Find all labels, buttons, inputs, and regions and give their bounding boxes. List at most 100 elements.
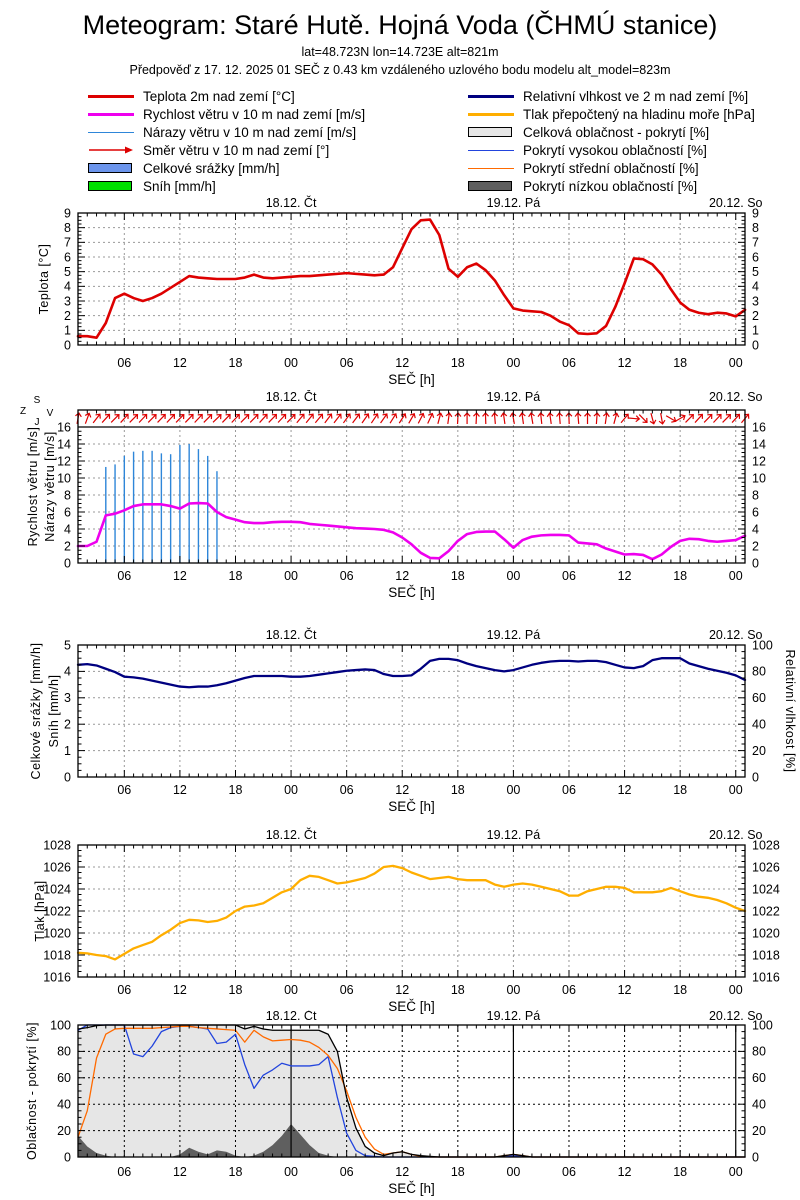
- svg-text:0: 0: [64, 338, 71, 352]
- precip-humidity-panel: 0 0 1 20 2 40 3 60 4 80 5 100 06 12 18 00 06 12 18 00 06 12 18…: [0, 602, 800, 819]
- svg-text:12: 12: [395, 783, 409, 797]
- svg-text:00: 00: [506, 1165, 520, 1179]
- svg-text:00: 00: [284, 569, 298, 583]
- svg-text:S: S: [34, 395, 41, 406]
- svg-text:06: 06: [562, 356, 576, 370]
- svg-text:00: 00: [729, 783, 743, 797]
- svg-text:19.12. Pá: 19.12. Pá: [487, 390, 541, 404]
- legend-item: Relativní vlhkost ve 2 m nad zemí [%]: [468, 87, 755, 105]
- svg-text:3: 3: [64, 691, 71, 705]
- svg-text:1: 1: [752, 324, 759, 338]
- svg-text:19.12. Pá: 19.12. Pá: [487, 628, 541, 642]
- svg-text:8: 8: [752, 488, 759, 502]
- legend-item: Pokrytí nízkou oblačností [%]: [468, 177, 755, 195]
- svg-text:Sníh [mm/h]: Sníh [mm/h]: [47, 675, 61, 748]
- svg-text:6: 6: [752, 250, 759, 264]
- svg-text:06: 06: [117, 783, 131, 797]
- svg-text:5: 5: [64, 265, 71, 279]
- svg-text:00: 00: [729, 983, 743, 997]
- svg-text:19.12. Pá: 19.12. Pá: [487, 196, 541, 210]
- svg-text:20.12. So: 20.12. So: [709, 828, 763, 842]
- svg-text:1020: 1020: [752, 926, 780, 940]
- legend-swatch: [88, 163, 134, 173]
- svg-text:18: 18: [673, 983, 687, 997]
- svg-text:20.12. So: 20.12. So: [709, 196, 763, 210]
- svg-text:20.12. So: 20.12. So: [709, 390, 763, 404]
- svg-text:2: 2: [64, 309, 71, 323]
- svg-text:1022: 1022: [752, 904, 780, 918]
- legend-swatch: [88, 94, 134, 98]
- svg-text:12: 12: [618, 356, 632, 370]
- svg-text:4: 4: [752, 280, 759, 294]
- svg-text:Oblačnost - pokrytí [%]: Oblačnost - pokrytí [%]: [25, 1022, 39, 1160]
- svg-text:12: 12: [618, 983, 632, 997]
- svg-text:20.12. So: 20.12. So: [709, 1010, 763, 1023]
- svg-text:100: 100: [752, 1018, 773, 1032]
- svg-text:1024: 1024: [752, 882, 780, 896]
- svg-text:14: 14: [57, 437, 71, 451]
- svg-text:0: 0: [64, 556, 71, 570]
- svg-text:12: 12: [395, 356, 409, 370]
- legend-swatch: [468, 94, 514, 98]
- svg-text:V: V: [47, 408, 54, 419]
- svg-text:40: 40: [752, 718, 766, 732]
- svg-text:00: 00: [284, 983, 298, 997]
- svg-text:18: 18: [673, 1165, 687, 1179]
- svg-text:1028: 1028: [752, 838, 780, 852]
- svg-text:1: 1: [64, 324, 71, 338]
- legend-swatch: [468, 181, 514, 191]
- svg-text:8: 8: [64, 488, 71, 502]
- svg-text:10: 10: [752, 471, 766, 485]
- svg-text:12: 12: [173, 356, 187, 370]
- svg-text:18.12. Čt: 18.12. Čt: [266, 1010, 317, 1023]
- svg-text:18.12. Čt: 18.12. Čt: [266, 627, 317, 642]
- svg-text:00: 00: [729, 569, 743, 583]
- svg-text:SEČ [h]: SEČ [h]: [388, 999, 435, 1014]
- svg-text:14: 14: [752, 437, 766, 451]
- svg-text:20: 20: [752, 744, 766, 758]
- svg-text:18.12. Čt: 18.12. Čt: [266, 390, 317, 404]
- svg-text:Celkové srážky [mm/h]: Celkové srážky [mm/h]: [29, 643, 43, 780]
- svg-text:00: 00: [506, 569, 520, 583]
- svg-text:00: 00: [506, 783, 520, 797]
- legend-item: Tlak přepočtený na hladinu moře [hPa]: [468, 105, 755, 123]
- svg-text:0: 0: [752, 1150, 759, 1164]
- svg-text:12: 12: [395, 983, 409, 997]
- svg-text:18: 18: [451, 783, 465, 797]
- svg-text:Nárazy větru [m/s]: Nárazy větru [m/s]: [43, 431, 57, 541]
- svg-text:06: 06: [340, 983, 354, 997]
- svg-text:40: 40: [57, 1098, 71, 1112]
- svg-text:18: 18: [451, 356, 465, 370]
- svg-text:12: 12: [173, 1165, 187, 1179]
- svg-text:4: 4: [64, 280, 71, 294]
- legend-swatch: [468, 127, 514, 137]
- svg-text:06: 06: [117, 356, 131, 370]
- svg-text:12: 12: [618, 1165, 632, 1179]
- svg-text:SEČ [h]: SEČ [h]: [388, 585, 435, 600]
- svg-text:00: 00: [284, 783, 298, 797]
- svg-text:1016: 1016: [752, 970, 780, 984]
- svg-text:0: 0: [752, 338, 759, 352]
- svg-text:7: 7: [752, 236, 759, 250]
- legend-swatch: [468, 112, 514, 116]
- legend-item-label: Pokrytí nízkou oblačností [%]: [523, 178, 698, 194]
- legend-swatch: [88, 181, 134, 191]
- svg-text:06: 06: [340, 356, 354, 370]
- legend-item-label: Teplota 2m nad zemí [°C]: [143, 88, 295, 104]
- svg-text:9: 9: [64, 206, 71, 220]
- svg-text:4: 4: [752, 522, 759, 536]
- svg-text:12: 12: [57, 454, 71, 468]
- temperature-chart: 0 01 12 23 34 45 56 67 78 89 906 12 18 00 06 12 18 00 06 12…: [37, 195, 763, 387]
- svg-text:0: 0: [752, 770, 759, 784]
- svg-text:06: 06: [562, 983, 576, 997]
- svg-text:12: 12: [618, 569, 632, 583]
- svg-text:12: 12: [173, 569, 187, 583]
- svg-text:12: 12: [173, 983, 187, 997]
- svg-text:8: 8: [64, 221, 71, 235]
- svg-text:SEČ [h]: SEČ [h]: [388, 1181, 435, 1196]
- svg-text:00: 00: [729, 356, 743, 370]
- legend-item-label: Tlak přepočtený na hladinu moře [hPa]: [523, 106, 755, 122]
